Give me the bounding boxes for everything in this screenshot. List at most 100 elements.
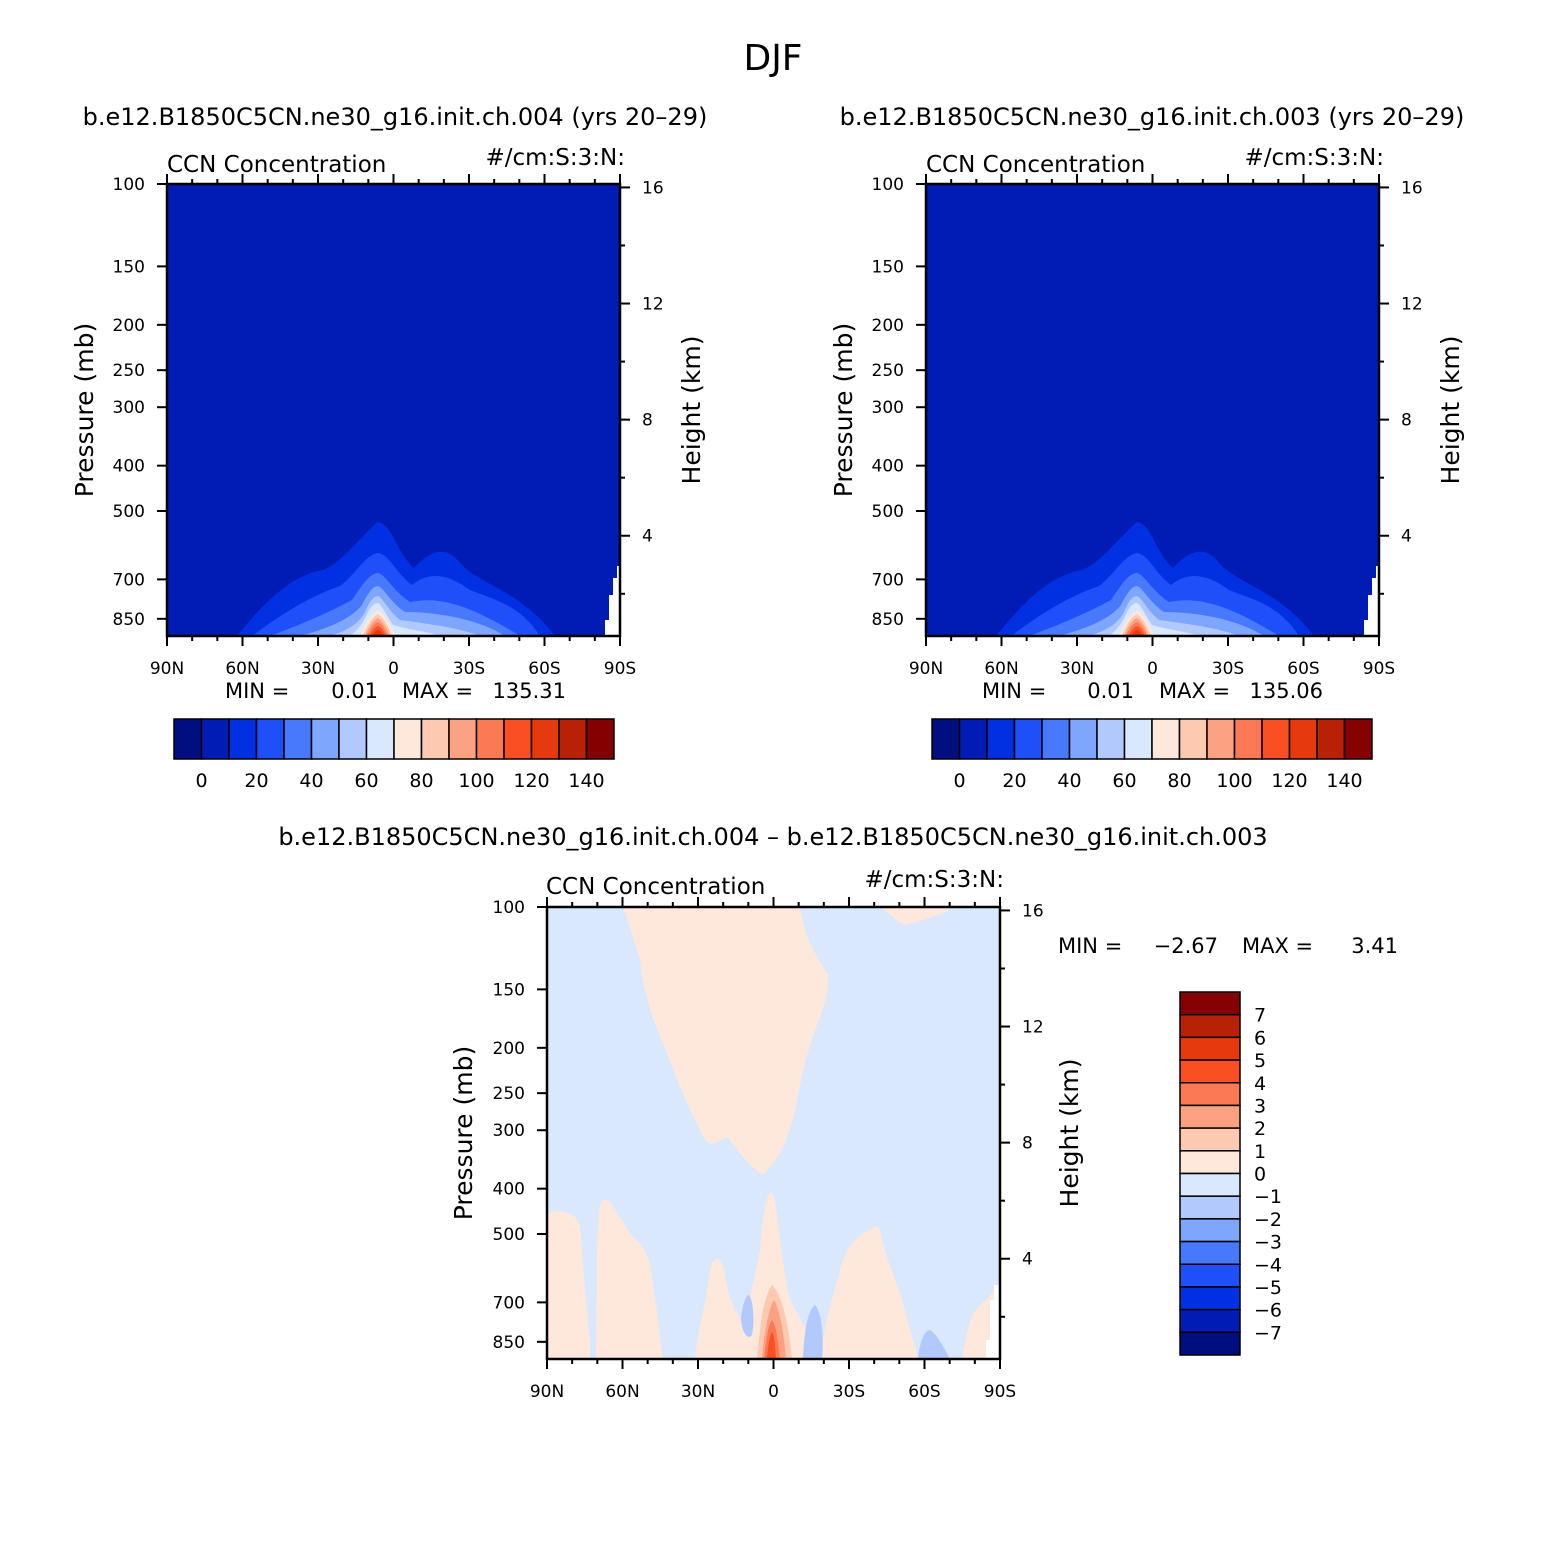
colorbar-box bbox=[1343, 718, 1373, 760]
colorbar-label: 40 bbox=[1057, 770, 1081, 792]
colorbar-label: 0 bbox=[195, 770, 207, 792]
y-tick-label-left: 100 bbox=[113, 175, 145, 195]
colorbar-label: 7 bbox=[1254, 1005, 1266, 1027]
colorbar-box bbox=[1179, 1240, 1241, 1265]
y-tick-label-left: 850 bbox=[872, 610, 904, 630]
units-label: #/cm:S:3:N: bbox=[1244, 145, 1384, 171]
positive-level-5 bbox=[767, 1332, 776, 1359]
colorbar-box bbox=[283, 718, 313, 760]
colorbar-label: 0 bbox=[953, 770, 965, 792]
y-axis-label-left: Pressure (mb) bbox=[449, 1046, 478, 1220]
colorbar-box bbox=[365, 718, 395, 760]
colorbar-label: 140 bbox=[568, 770, 604, 792]
colorbar-box bbox=[1179, 1104, 1241, 1129]
case-title: b.e12.B1850C5CN.ne30_g16.init.ch.004 (yr… bbox=[83, 103, 708, 131]
min-label: MIN = bbox=[225, 679, 289, 703]
colorbar-label: 80 bbox=[409, 770, 433, 792]
x-tick-label: 90N bbox=[909, 659, 943, 679]
x-tick-label: 60S bbox=[528, 659, 560, 679]
missing-data bbox=[1364, 566, 1379, 636]
colorbar-box bbox=[1179, 1331, 1241, 1356]
colorbar-box bbox=[558, 718, 588, 760]
panel-case1: b.e12.B1850C5CN.ne30_g16.init.ch.004 (yr… bbox=[70, 103, 707, 792]
negative-region-3 bbox=[918, 1330, 950, 1359]
units-label: #/cm:S:3:N: bbox=[485, 145, 625, 171]
case-title: b.e12.B1850C5CN.ne30_g16.init.ch.003 (yr… bbox=[840, 103, 1465, 131]
min-label: MIN = bbox=[1058, 934, 1122, 958]
colorbar-box bbox=[1179, 1036, 1241, 1061]
y-axis-label-left: Pressure (mb) bbox=[70, 323, 99, 497]
max-value: 135.31 bbox=[493, 679, 566, 703]
y-tick-label-right: 12 bbox=[1022, 1018, 1044, 1038]
colorbar-label: −2 bbox=[1254, 1209, 1282, 1231]
colorbar: 0 20 40 60 80 100 120 140 bbox=[173, 718, 615, 792]
colorbar-box bbox=[1041, 718, 1071, 760]
colorbar: 0 20 40 60 80 100 120 140 bbox=[931, 718, 1373, 792]
y-tick-label-left: 700 bbox=[872, 570, 904, 590]
colorbar-box bbox=[475, 718, 505, 760]
y-tick-label-left: 400 bbox=[872, 457, 904, 477]
colorbar-label: 100 bbox=[1216, 770, 1252, 792]
colorbar-label: 20 bbox=[1002, 770, 1026, 792]
x-tick-label: 0 bbox=[768, 1382, 779, 1402]
max-label: MAX = bbox=[1242, 934, 1313, 958]
y-tick-label-left: 150 bbox=[113, 257, 145, 277]
colorbar-label: −4 bbox=[1254, 1254, 1282, 1276]
colorbar-label: 6 bbox=[1254, 1027, 1266, 1049]
axis-ticks: 90N 60N 30N 0 30S 60S 90S 100 150 200 250 300 400 500… bbox=[872, 174, 1423, 679]
min-value: 0.01 bbox=[331, 679, 378, 703]
colorbar-box bbox=[503, 718, 533, 760]
colorbar-label: 40 bbox=[299, 770, 323, 792]
colorbar-label: 1 bbox=[1254, 1141, 1266, 1163]
colorbar-box bbox=[585, 718, 615, 760]
colorbar-label: 80 bbox=[1167, 770, 1191, 792]
x-tick-label: 30N bbox=[301, 659, 335, 679]
colorbar-label: 0 bbox=[1254, 1164, 1266, 1186]
y-tick-label-right: 8 bbox=[1022, 1134, 1033, 1154]
x-tick-label: 60S bbox=[908, 1382, 940, 1402]
colorbar-box bbox=[1261, 718, 1291, 760]
left-subtitle: CCN Concentration bbox=[926, 152, 1145, 178]
plot-area bbox=[167, 184, 620, 636]
y-axis-label-right: Height (km) bbox=[677, 336, 706, 485]
y-tick-label-left: 700 bbox=[113, 570, 145, 590]
colorbar-box bbox=[1179, 991, 1241, 1016]
min-value: −2.67 bbox=[1154, 934, 1218, 958]
y-tick-label-right: 16 bbox=[1401, 178, 1423, 198]
colorbar-box bbox=[958, 718, 988, 760]
x-tick-label: 60S bbox=[1287, 659, 1319, 679]
x-tick-label: 90S bbox=[984, 1382, 1016, 1402]
colorbar-box bbox=[1288, 718, 1318, 760]
colorbar-box bbox=[228, 718, 258, 760]
colorbar-box bbox=[1068, 718, 1098, 760]
case-title: b.e12.B1850C5CN.ne30_g16.init.ch.004 – b… bbox=[278, 823, 1267, 851]
colorbar-box bbox=[986, 718, 1016, 760]
colorbar-label: 20 bbox=[244, 770, 268, 792]
missing-data bbox=[605, 566, 620, 636]
colorbar-box bbox=[173, 718, 203, 760]
colorbar-label: 140 bbox=[1326, 770, 1362, 792]
min-label: MIN = bbox=[982, 679, 1046, 703]
x-tick-label: 30S bbox=[833, 1382, 865, 1402]
x-tick-label: 90S bbox=[604, 659, 636, 679]
negative-region-1 bbox=[741, 1295, 754, 1337]
y-tick-label-left: 850 bbox=[493, 1333, 525, 1353]
y-tick-label-left: 100 bbox=[493, 898, 525, 918]
colorbar-box bbox=[1179, 1286, 1241, 1311]
y-tick-label-left: 100 bbox=[872, 175, 904, 195]
y-tick-label-left: 300 bbox=[872, 398, 904, 418]
y-axis-label-left: Pressure (mb) bbox=[829, 323, 858, 497]
x-tick-label: 60N bbox=[605, 1382, 639, 1402]
positive-region-right bbox=[820, 1226, 918, 1359]
contour-level-4 bbox=[300, 586, 505, 636]
colorbar-label: −7 bbox=[1254, 1322, 1282, 1344]
y-tick-label-left: 400 bbox=[493, 1180, 525, 1200]
colorbar-box bbox=[1179, 1082, 1241, 1107]
colorbar-label: 5 bbox=[1254, 1050, 1266, 1072]
x-tick-label: 30S bbox=[453, 659, 485, 679]
x-tick-label: 0 bbox=[1147, 659, 1158, 679]
colorbar-box bbox=[1013, 718, 1043, 760]
colorbar-box bbox=[1179, 1308, 1241, 1334]
colorbar-box bbox=[1233, 718, 1263, 760]
